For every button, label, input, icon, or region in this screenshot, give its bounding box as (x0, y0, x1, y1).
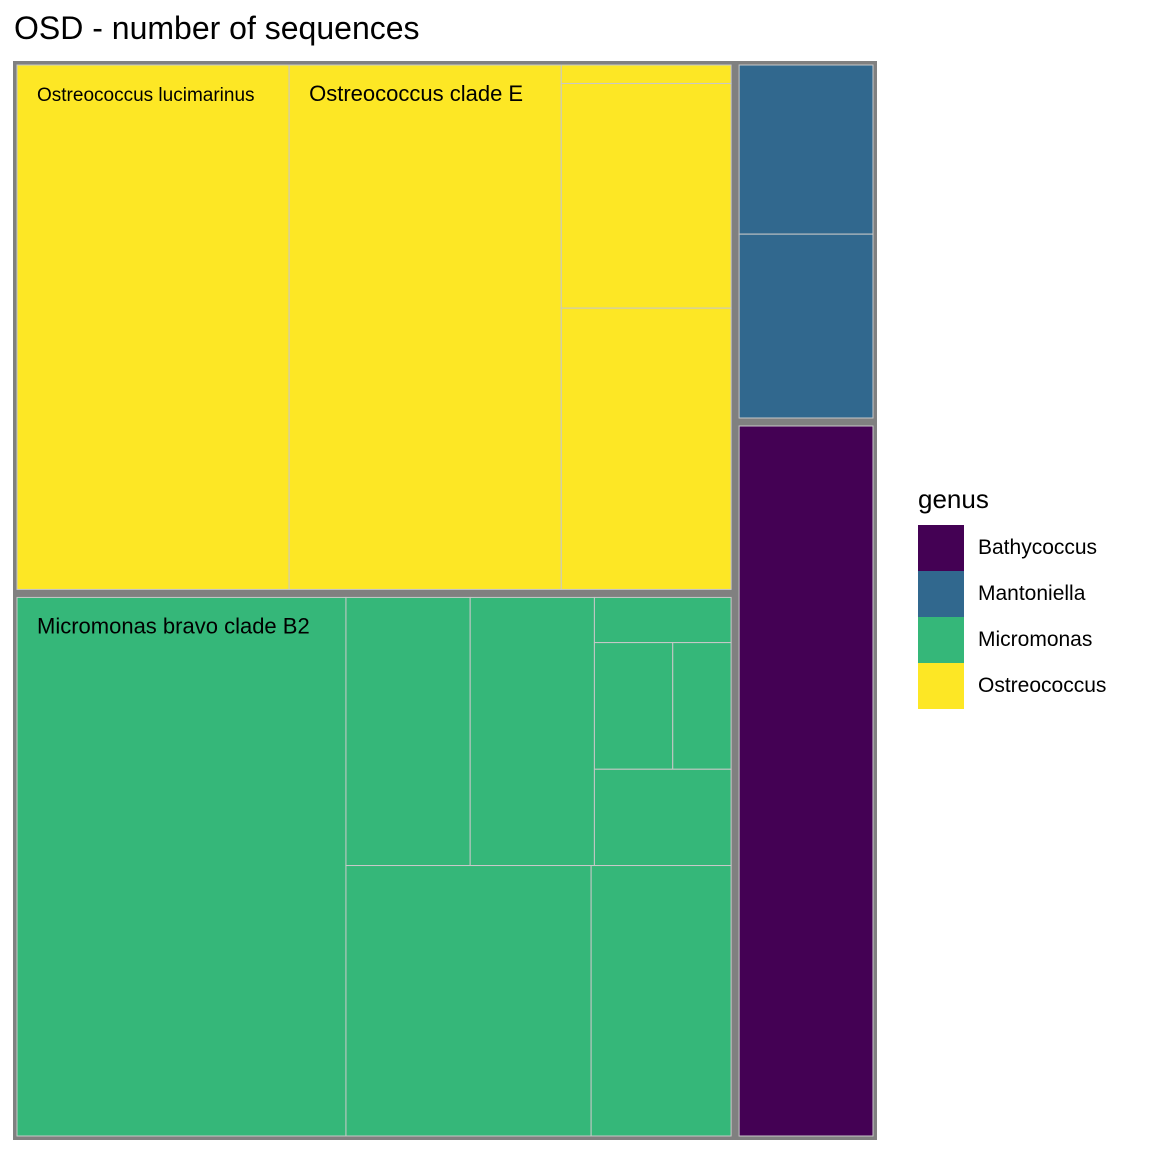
legend-label-ostreococcus: Ostreococcus (978, 674, 1107, 697)
tile-micromonas-5 (672, 642, 732, 770)
tile-ostreococcus-2 (560, 64, 732, 84)
tile-bathycoccus-0 (738, 425, 874, 1137)
tile-ostreococcus-1 (288, 64, 562, 590)
tile-micromonas-3 (593, 596, 732, 644)
tile-mantoniella-0 (738, 64, 874, 235)
tile-micromonas-4 (593, 642, 674, 770)
tile-micromonas-7 (345, 865, 592, 1137)
legend-item-bathycoccus: Bathycoccus (918, 525, 1106, 571)
legend: genus Bathycoccus Mantoniella Micromonas… (918, 484, 1106, 709)
tile-label-ostreococcus-0: Ostreococcus lucimarinus (37, 85, 255, 106)
chart-title: OSD - number of sequences (14, 10, 420, 46)
tile-micromonas-6 (593, 768, 732, 867)
tile-micromonas-8 (590, 865, 732, 1137)
legend-swatch-bathycoccus (918, 525, 964, 571)
legend-swatch-ostreococcus (918, 663, 964, 709)
legend-title: genus (918, 484, 989, 514)
tile-ostreococcus-0 (16, 64, 290, 590)
legend-item-micromonas: Micromonas (918, 617, 1106, 663)
tile-micromonas-0 (16, 596, 347, 1137)
tile-label-ostreococcus-1: Ostreococcus clade E (309, 81, 523, 106)
tile-mantoniella-1 (738, 233, 874, 419)
tile-label-micromonas-0: Micromonas bravo clade B2 (37, 613, 310, 638)
tile-ostreococcus-4 (560, 307, 732, 590)
legend-label-mantoniella: Mantoniella (978, 582, 1086, 605)
legend-item-ostreococcus: Ostreococcus (918, 663, 1106, 709)
legend-swatch-micromonas (918, 617, 964, 663)
legend-swatch-mantoniella (918, 571, 964, 617)
legend-label-micromonas: Micromonas (978, 628, 1093, 651)
legend-label-bathycoccus: Bathycoccus (978, 536, 1098, 559)
tile-micromonas-1 (345, 596, 471, 867)
legend-item-mantoniella: Mantoniella (918, 571, 1106, 617)
tile-micromonas-2 (469, 596, 595, 867)
tile-ostreococcus-3 (560, 82, 732, 309)
